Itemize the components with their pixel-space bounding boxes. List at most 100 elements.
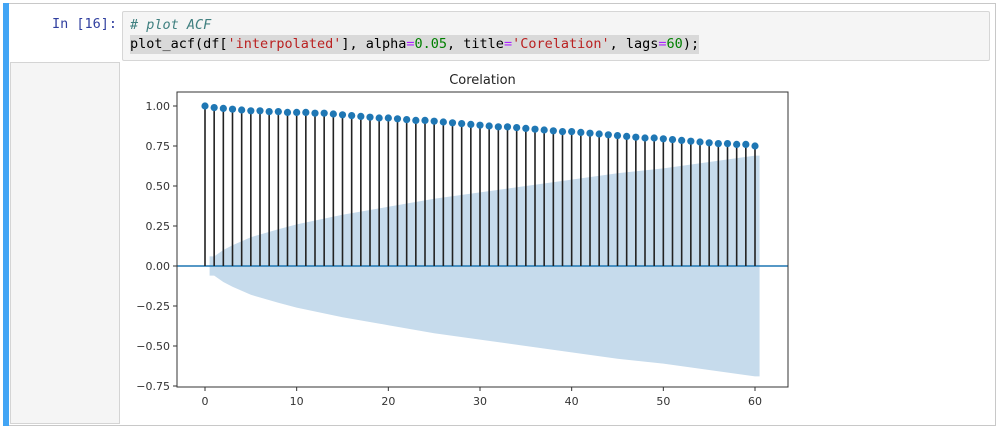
code-token: , lags bbox=[609, 36, 659, 52]
acf-marker bbox=[293, 108, 301, 116]
acf-marker bbox=[696, 138, 704, 146]
code-string: 'interpolated' bbox=[227, 36, 342, 52]
acf-marker bbox=[503, 123, 512, 131]
acf-marker bbox=[742, 140, 750, 148]
acf-marker bbox=[733, 140, 741, 148]
acf-plot-output: 1.00 0.75 0.50 0.25 0.00 −0.25 −0.50 −0.75 0 10 2… bbox=[122, 62, 822, 428]
y-tick-label: 1.00 bbox=[146, 100, 171, 113]
acf-marker bbox=[348, 112, 356, 120]
code-token: , title bbox=[447, 36, 504, 52]
acf-marker bbox=[476, 121, 484, 129]
input-prompt: In [16]: bbox=[51, 16, 117, 32]
acf-marker bbox=[375, 114, 383, 122]
acf-marker bbox=[320, 109, 328, 117]
acf-marker bbox=[302, 108, 310, 116]
output-prompt-area bbox=[10, 62, 120, 424]
y-tick-label: −0.50 bbox=[136, 340, 170, 353]
x-tick-label: 30 bbox=[473, 395, 487, 408]
acf-marker bbox=[604, 131, 612, 139]
code-comment: # plot ACF bbox=[130, 17, 212, 33]
acf-marker bbox=[219, 104, 227, 112]
acf-marker bbox=[678, 136, 686, 144]
acf-marker bbox=[549, 127, 557, 135]
acf-marker bbox=[632, 133, 640, 141]
acf-stems bbox=[204, 106, 756, 266]
x-axis-ticks: 0 10 20 30 40 50 60 bbox=[202, 387, 762, 408]
acf-marker bbox=[485, 122, 493, 130]
y-tick-label: 0.50 bbox=[146, 180, 171, 193]
acf-marker bbox=[366, 113, 374, 121]
acf-marker bbox=[439, 118, 447, 126]
axes-frame bbox=[176, 91, 789, 388]
acf-marker bbox=[329, 110, 337, 118]
acf-marker bbox=[668, 136, 677, 144]
acf-marker bbox=[384, 114, 392, 122]
cell-selected-indicator bbox=[3, 3, 9, 426]
acf-marker bbox=[568, 128, 576, 136]
acf-marker bbox=[494, 123, 502, 131]
acf-marker bbox=[705, 139, 713, 147]
acf-marker bbox=[577, 128, 585, 136]
acf-marker bbox=[338, 111, 347, 119]
acf-marker bbox=[613, 132, 622, 140]
x-tick-label: 40 bbox=[565, 395, 579, 408]
acf-marker bbox=[421, 116, 429, 124]
acf-marker bbox=[467, 120, 475, 128]
y-tick-label: 0.00 bbox=[146, 260, 171, 273]
acf-chart: 1.00 0.75 0.50 0.25 0.00 −0.25 −0.50 −0.75 0 10 2… bbox=[136, 73, 789, 408]
acf-marker bbox=[228, 105, 237, 113]
acf-marker bbox=[723, 140, 732, 148]
y-tick-label: 0.25 bbox=[146, 220, 171, 233]
acf-marker bbox=[531, 125, 539, 133]
code-token: ); bbox=[682, 36, 700, 52]
acf-marker bbox=[201, 102, 209, 110]
acf-marker bbox=[540, 126, 548, 134]
acf-marker bbox=[586, 129, 594, 137]
code-editor[interactable]: # plot ACF plot_acf(df['interpolated'], … bbox=[130, 16, 700, 54]
code-operator: = bbox=[503, 36, 513, 52]
y-tick-label: −0.25 bbox=[136, 300, 170, 313]
acf-marker bbox=[403, 116, 411, 124]
acf-marker bbox=[283, 108, 292, 116]
acf-marker bbox=[357, 112, 365, 120]
acf-marker bbox=[623, 132, 631, 140]
code-operator: = bbox=[406, 36, 415, 52]
acf-marker bbox=[265, 108, 273, 116]
acf-marker bbox=[311, 109, 319, 117]
acf-marker bbox=[558, 128, 567, 136]
code-token: ], alpha bbox=[341, 36, 407, 52]
code-number: 0.05 bbox=[414, 36, 448, 52]
acf-marker bbox=[751, 142, 759, 150]
x-tick-label: 50 bbox=[656, 395, 670, 408]
code-line-2: plot_acf(df['interpolated'], alpha=0.05,… bbox=[130, 35, 700, 54]
acf-marker bbox=[393, 115, 402, 123]
acf-marker bbox=[210, 104, 218, 112]
x-tick-label: 0 bbox=[202, 395, 209, 408]
acf-marker bbox=[448, 119, 457, 127]
acf-marker bbox=[247, 107, 255, 115]
acf-marker bbox=[238, 106, 246, 114]
acf-marker bbox=[650, 134, 658, 142]
x-tick-label: 60 bbox=[748, 395, 762, 408]
acf-marker bbox=[641, 134, 649, 142]
acf-marker bbox=[274, 108, 282, 116]
acf-marker bbox=[659, 135, 667, 143]
acf-marker bbox=[522, 124, 530, 132]
code-operator: = bbox=[658, 36, 667, 52]
x-tick-label: 20 bbox=[381, 395, 395, 408]
acf-marker bbox=[513, 124, 521, 132]
code-string: 'Corelation' bbox=[512, 36, 610, 52]
y-tick-label: −0.75 bbox=[136, 380, 170, 393]
y-axis-ticks: 1.00 0.75 0.50 0.25 0.00 −0.25 −0.50 −0.75 bbox=[136, 100, 177, 393]
code-number: 60 bbox=[666, 36, 683, 52]
acf-marker bbox=[430, 117, 438, 125]
acf-marker bbox=[595, 130, 603, 138]
acf-marker bbox=[714, 140, 722, 148]
acf-marker bbox=[412, 116, 420, 124]
acf-marker bbox=[458, 120, 466, 128]
acf-marker bbox=[687, 137, 695, 145]
x-tick-label: 10 bbox=[290, 395, 304, 408]
code-token: plot_acf(df[ bbox=[130, 36, 228, 52]
code-input-area[interactable]: # plot ACF plot_acf(df['interpolated'], … bbox=[122, 11, 990, 61]
acf-markers bbox=[201, 102, 759, 150]
